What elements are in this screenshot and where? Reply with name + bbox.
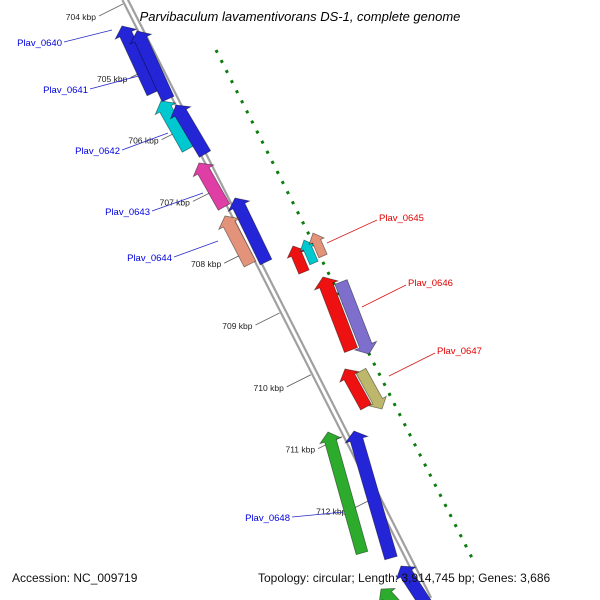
gene-arrow[interactable] — [299, 239, 319, 266]
gene-label-Plav_0648[interactable]: Plav_0648 — [245, 513, 290, 524]
gene-arrow[interactable] — [308, 232, 328, 259]
tick-label: 710 kbp — [254, 383, 285, 393]
gene-label-Plav_0640[interactable]: Plav_0640 — [17, 38, 62, 49]
gene-arrow-Plav_0641[interactable] — [129, 30, 175, 103]
label-leader-line — [326, 219, 378, 244]
gene-label-Plav_0646[interactable]: Plav_0646 — [408, 278, 453, 289]
tick-mark — [255, 312, 280, 326]
accession-text: Accession: NC_009719 — [12, 571, 138, 585]
gene-label-Plav_0645[interactable]: Plav_0645 — [379, 213, 424, 224]
label-leader-line — [291, 511, 345, 518]
label-leader-line — [89, 73, 147, 90]
tick-mark — [98, 3, 124, 17]
label-leader-line — [151, 192, 204, 212]
tick-label: 707 kbp — [160, 197, 191, 207]
tick-label: 709 kbp — [222, 321, 253, 331]
label-leader-line — [388, 352, 436, 377]
gene-arrow[interactable] — [334, 279, 378, 355]
tick-label: 706 kbp — [128, 136, 159, 146]
gene-arrow-Plav_0645[interactable] — [286, 245, 310, 275]
gene-arrow[interactable] — [227, 197, 273, 266]
gene-label-Plav_0643[interactable]: Plav_0643 — [105, 207, 150, 218]
tick-label: 711 kbp — [285, 445, 315, 455]
genome-backbone — [126, 0, 433, 599]
gene-arrow-Plav_0647[interactable] — [355, 367, 388, 410]
gene-label-Plav_0644[interactable]: Plav_0644 — [127, 253, 172, 264]
gene-arrow-Plav_0648[interactable] — [319, 431, 369, 556]
gene-arrow[interactable] — [344, 430, 398, 561]
gene-arrow[interactable] — [395, 565, 436, 600]
gene-arrow-Plav_0644[interactable] — [217, 215, 257, 268]
tick-label: 705 kbp — [97, 74, 128, 84]
label-leader-line — [121, 132, 169, 151]
tick-label: 712 kbp — [316, 506, 347, 516]
tick-mark — [286, 374, 312, 388]
gene-label-Plav_0642[interactable]: Plav_0642 — [75, 146, 120, 157]
gene-arrow[interactable] — [379, 587, 417, 600]
gene-arrow[interactable] — [169, 104, 212, 158]
gene-label-Plav_0647[interactable]: Plav_0647 — [437, 346, 482, 357]
gene-label-Plav_0641[interactable]: Plav_0641 — [43, 85, 88, 96]
label-leader-line — [173, 240, 219, 258]
label-leader-line — [361, 284, 407, 308]
gene-arrow-Plav_0640[interactable] — [114, 25, 160, 97]
gene-arrow-Plav_0643[interactable] — [192, 162, 231, 211]
gene-arrow-Plav_0646[interactable] — [313, 276, 359, 354]
gene-arrow[interactable] — [339, 368, 372, 411]
tick-label: 704 kbp — [66, 12, 97, 22]
gene-arrow-Plav_0642[interactable] — [154, 100, 195, 153]
page-title: Parvibaculum lavamentivorans DS-1, compl… — [139, 9, 461, 24]
tick-label: 708 kbp — [191, 259, 222, 269]
label-leader-line — [63, 29, 113, 43]
genome-summary-text: Topology: circular; Length: 3,914,745 bp… — [258, 571, 551, 585]
